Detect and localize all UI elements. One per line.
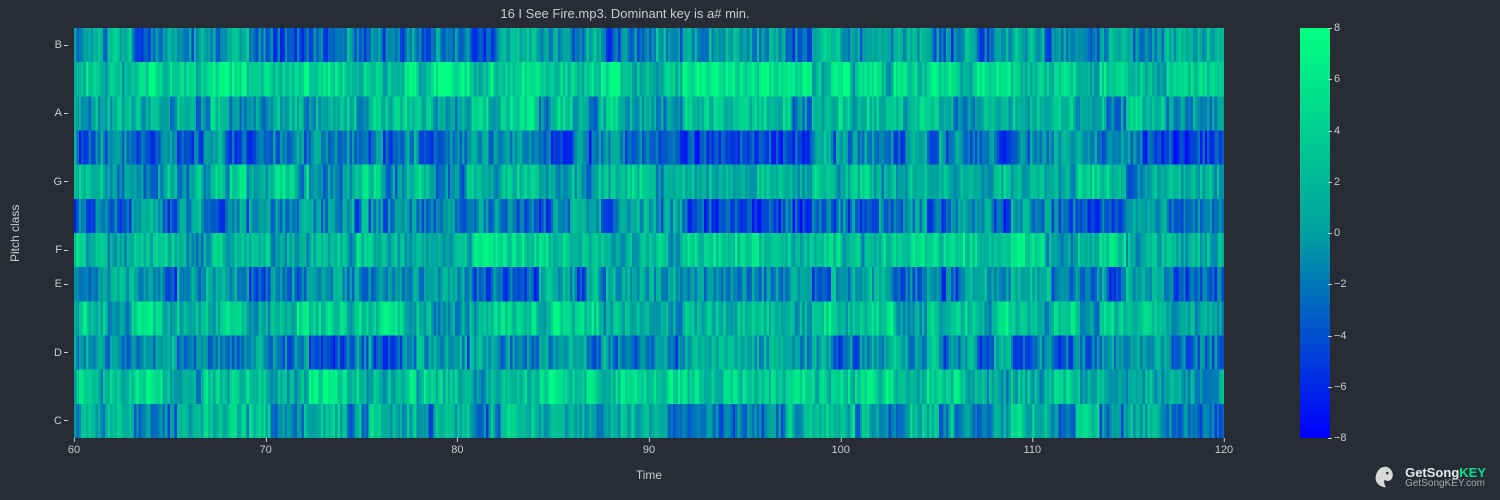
x-tick: 70 [260, 444, 272, 456]
colorbar-tick: −4 [1334, 330, 1347, 342]
y-axis: C D E F G A B [0, 28, 70, 438]
x-tick: 80 [451, 444, 463, 456]
colorbar-tick: −6 [1334, 381, 1347, 393]
colorbar-tick: 4 [1334, 125, 1340, 137]
chromagram-figure: 16 I See Fire.mp3. Dominant key is a# mi… [0, 0, 1500, 500]
colorbar-gradient [1300, 28, 1330, 438]
x-axis: 60708090100110120 [74, 438, 1224, 468]
x-axis-label: Time [74, 468, 1224, 482]
x-tick: 120 [1215, 444, 1233, 456]
chart-title: 16 I See Fire.mp3. Dominant key is a# mi… [0, 6, 1250, 21]
colorbar [1300, 28, 1330, 438]
colorbar-tick: 2 [1334, 176, 1340, 188]
x-tick: 90 [643, 444, 655, 456]
y-tick: G [53, 176, 62, 188]
y-tick: E [55, 278, 62, 290]
colorbar-tick: −8 [1334, 432, 1347, 444]
heatmap-plot [74, 28, 1224, 438]
y-tick: C [54, 415, 62, 427]
y-tick: A [55, 107, 62, 119]
bird-logo-icon [1373, 464, 1399, 490]
watermark-url: GetSongKEY.com [1405, 479, 1486, 489]
colorbar-ticks: −8−6−4−202468 [1334, 28, 1370, 438]
colorbar-tick: 8 [1334, 22, 1340, 34]
colorbar-tick: 6 [1334, 73, 1340, 85]
watermark-brand: GetSongKEY [1405, 466, 1486, 479]
y-tick: D [54, 347, 62, 359]
chromagram-heatmap [74, 28, 1224, 438]
y-tick: B [55, 39, 62, 51]
x-tick: 100 [831, 444, 849, 456]
colorbar-tick: −2 [1334, 278, 1347, 290]
colorbar-tick: 0 [1334, 227, 1340, 239]
x-tick: 110 [1024, 444, 1042, 456]
x-tick: 60 [68, 444, 80, 456]
watermark-text: GetSongKEY GetSongKEY.com [1405, 466, 1486, 489]
watermark: GetSongKEY GetSongKEY.com [1373, 464, 1486, 490]
y-tick: F [55, 244, 62, 256]
